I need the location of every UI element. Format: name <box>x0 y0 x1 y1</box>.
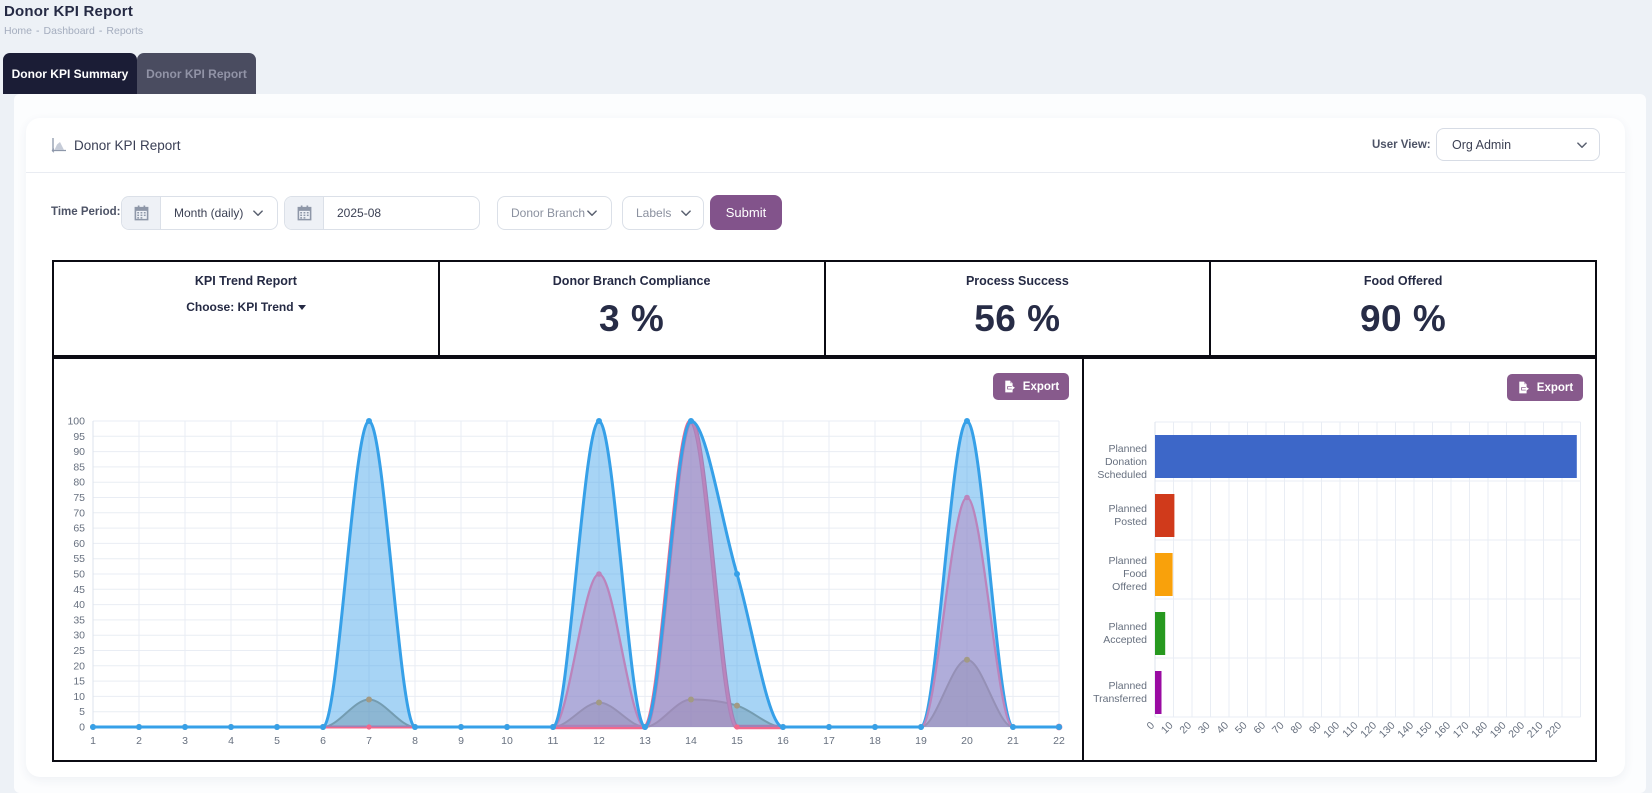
svg-text:21: 21 <box>1007 735 1019 747</box>
svg-text:140: 140 <box>1395 720 1416 741</box>
svg-text:110: 110 <box>1340 720 1360 740</box>
svg-text:6: 6 <box>320 735 326 747</box>
svg-text:60: 60 <box>73 538 85 550</box>
svg-text:200: 200 <box>1506 720 1527 741</box>
svg-text:Offered: Offered <box>1112 581 1147 593</box>
svg-text:2: 2 <box>136 735 142 747</box>
svg-text:5: 5 <box>79 706 85 718</box>
svg-text:50: 50 <box>1233 720 1250 737</box>
svg-text:70: 70 <box>1270 720 1287 737</box>
svg-text:20: 20 <box>73 660 85 672</box>
svg-text:Planned: Planned <box>1108 555 1147 567</box>
svg-text:25: 25 <box>73 645 85 657</box>
svg-text:10: 10 <box>73 691 85 703</box>
svg-text:130: 130 <box>1377 720 1398 741</box>
svg-text:Food: Food <box>1123 568 1147 580</box>
svg-text:10: 10 <box>1159 720 1176 737</box>
svg-text:180: 180 <box>1469 720 1490 741</box>
svg-text:Transferred: Transferred <box>1093 693 1147 705</box>
svg-text:55: 55 <box>73 553 85 565</box>
svg-text:210: 210 <box>1525 720 1546 741</box>
svg-text:75: 75 <box>73 492 85 504</box>
svg-text:80: 80 <box>73 477 85 489</box>
svg-text:8: 8 <box>412 735 418 747</box>
svg-text:Planned: Planned <box>1108 680 1147 692</box>
svg-text:Scheduled: Scheduled <box>1097 469 1147 481</box>
svg-text:Accepted: Accepted <box>1103 634 1147 646</box>
svg-text:13: 13 <box>639 735 651 747</box>
svg-text:11: 11 <box>548 735 559 747</box>
svg-text:12: 12 <box>593 735 605 747</box>
svg-text:40: 40 <box>1214 720 1231 737</box>
svg-text:0: 0 <box>79 722 85 734</box>
svg-text:70: 70 <box>73 507 85 519</box>
svg-text:40: 40 <box>73 599 85 611</box>
svg-text:9: 9 <box>458 735 464 747</box>
svg-text:85: 85 <box>73 461 85 473</box>
svg-text:60: 60 <box>1251 720 1268 737</box>
svg-text:190: 190 <box>1488 720 1509 741</box>
svg-text:120: 120 <box>1358 720 1379 741</box>
svg-text:19: 19 <box>915 735 927 747</box>
svg-text:Planned: Planned <box>1108 443 1147 455</box>
svg-text:150: 150 <box>1414 720 1435 741</box>
svg-text:10: 10 <box>501 735 513 747</box>
svg-text:0: 0 <box>1145 720 1158 733</box>
svg-text:20: 20 <box>961 735 973 747</box>
svg-text:Planned: Planned <box>1108 621 1147 633</box>
svg-text:17: 17 <box>823 735 835 747</box>
svg-text:30: 30 <box>1196 720 1213 737</box>
svg-text:95: 95 <box>73 431 85 443</box>
svg-text:16: 16 <box>777 735 789 747</box>
svg-text:30: 30 <box>73 630 85 642</box>
svg-text:Posted: Posted <box>1114 516 1147 528</box>
svg-text:220: 220 <box>1543 720 1564 741</box>
svg-text:100: 100 <box>1321 720 1342 741</box>
svg-text:Donation: Donation <box>1105 456 1147 468</box>
svg-text:160: 160 <box>1432 720 1453 741</box>
svg-text:80: 80 <box>1288 720 1305 737</box>
svg-text:20: 20 <box>1177 720 1194 737</box>
svg-text:170: 170 <box>1451 720 1472 741</box>
svg-text:15: 15 <box>73 676 85 688</box>
svg-text:18: 18 <box>869 735 881 747</box>
svg-text:90: 90 <box>1307 720 1324 737</box>
svg-text:14: 14 <box>685 735 697 747</box>
svg-text:45: 45 <box>73 584 85 596</box>
svg-text:3: 3 <box>182 735 188 747</box>
svg-text:4: 4 <box>228 735 234 747</box>
svg-text:50: 50 <box>73 569 85 581</box>
svg-text:1: 1 <box>90 735 96 747</box>
svg-text:65: 65 <box>73 523 85 535</box>
svg-text:90: 90 <box>73 446 85 458</box>
svg-text:15: 15 <box>731 735 743 747</box>
svg-text:Planned: Planned <box>1108 503 1147 515</box>
svg-text:7: 7 <box>366 735 372 747</box>
svg-text:22: 22 <box>1053 735 1065 747</box>
svg-text:35: 35 <box>73 614 85 626</box>
svg-text:100: 100 <box>67 416 85 428</box>
svg-text:5: 5 <box>274 735 280 747</box>
